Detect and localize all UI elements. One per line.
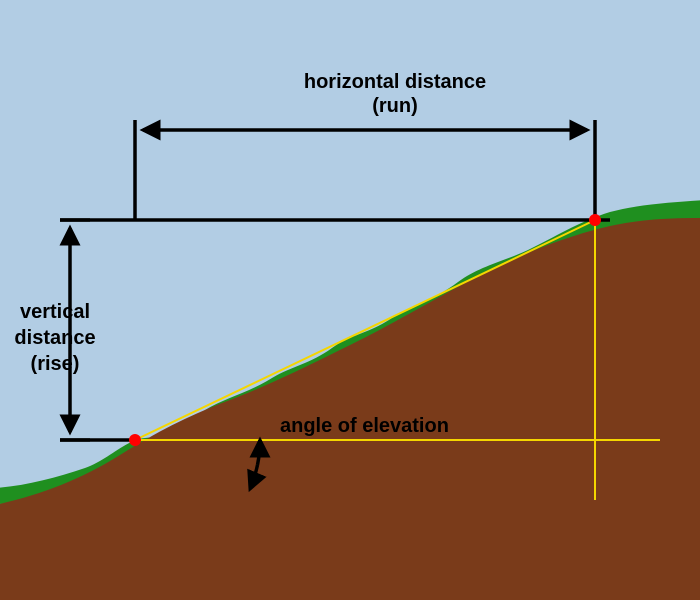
left-label-3: (rise) xyxy=(31,353,80,375)
slope-diagram: horizontal distance(run) vertical distance… xyxy=(0,0,700,600)
top-label-2: (run) xyxy=(372,95,418,117)
left-label-2: distance xyxy=(14,327,95,349)
upper-point xyxy=(589,214,601,226)
left-label-1: vertical xyxy=(20,301,90,323)
lower-point xyxy=(129,434,141,446)
angle-label: angle of elevation xyxy=(280,415,449,437)
top-label-1: horizontal distance xyxy=(304,71,486,93)
